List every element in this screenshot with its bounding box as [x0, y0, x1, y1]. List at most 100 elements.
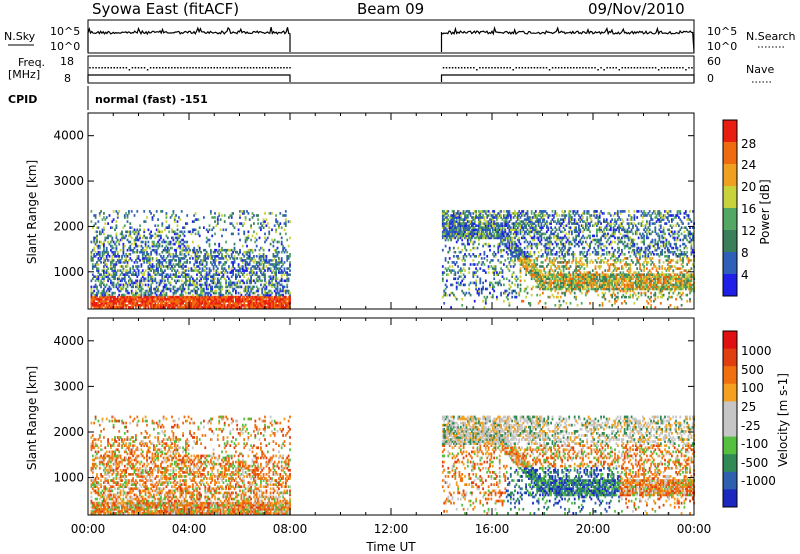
range-gate-cell: [555, 236, 558, 240]
range-gate-cell: [533, 253, 536, 256]
range-gate-cell: [196, 297, 198, 301]
range-gate-cell: [564, 285, 566, 289]
range-gate-cell: [536, 242, 539, 246]
range-gate-cell: [212, 281, 215, 285]
range-gate-cell: [576, 273, 579, 276]
range-gate-cell: [180, 285, 183, 289]
range-gate-cell: [544, 259, 547, 262]
range-gate-cell: [214, 212, 216, 215]
range-gate-cell: [169, 216, 172, 219]
range-gate-cell: [271, 302, 273, 305]
range-gate-cell: [484, 230, 487, 234]
range-gate-cell: [93, 302, 96, 305]
range-gate-cell: [97, 257, 100, 260]
nave-dot: [119, 67, 122, 69]
range-gate-cell: [194, 259, 197, 262]
range-gate-cell: [487, 265, 490, 268]
range-gate-cell: [116, 259, 119, 262]
range-gate-cell: [144, 248, 147, 252]
range-gate-cell: [493, 216, 496, 219]
range-gate-cell: [264, 261, 266, 264]
range-gate-cell: [179, 218, 182, 221]
range-gate-cell: [553, 277, 555, 281]
range-gate-cell: [225, 250, 227, 254]
range-gate-cell: [465, 222, 468, 225]
range-gate-cell: [180, 289, 183, 293]
range-gate-cell: [112, 271, 115, 274]
range-gate-cell: [540, 242, 543, 246]
range-gate-cell: [239, 275, 241, 278]
range-gate-cell: [501, 271, 504, 274]
range-gate-cell: [551, 214, 554, 217]
range-gate-cell: [583, 228, 586, 232]
range-gate-cell: [519, 248, 522, 252]
range-gate-cell: [561, 285, 564, 289]
range-gate-cell: [246, 279, 248, 283]
range-gate-cell: [287, 220, 290, 223]
range-gate-cell: [468, 271, 471, 274]
range-gate-cell: [118, 306, 121, 309]
range-gate-cell: [551, 218, 554, 221]
range-gate-cell: [539, 287, 541, 291]
range-gate-cell: [525, 259, 527, 262]
range-gate-cell: [200, 297, 202, 301]
range-gate-cell: [258, 257, 261, 260]
range-gate-cell: [210, 306, 212, 309]
range-gate-cell: [522, 220, 525, 223]
range-gate-cell: [579, 253, 582, 256]
range-gate-cell: [183, 255, 186, 258]
range-gate-cell: [100, 281, 102, 285]
range-gate-cell: [118, 259, 121, 262]
range-gate-cell: [289, 299, 291, 303]
range-gate-cell: [537, 279, 540, 283]
range-gate-cell: [157, 304, 159, 307]
range-gate-cell: [557, 261, 559, 264]
range-gate-cell: [576, 261, 579, 264]
range-gate-cell: [143, 302, 146, 305]
range-gate-cell: [144, 269, 147, 272]
range-gate-cell: [530, 273, 533, 276]
range-gate-cell: [469, 222, 472, 225]
range-gate-cell: [176, 228, 179, 232]
range-gate-cell: [166, 304, 169, 307]
range-gate-cell: [168, 304, 171, 307]
range-gate-cell: [140, 289, 143, 293]
range-gate-cell: [579, 263, 582, 266]
range-gate-cell: [275, 273, 277, 276]
range-gate-cell: [237, 297, 240, 301]
range-gate-cell: [250, 267, 252, 270]
range-gate-cell: [232, 289, 234, 293]
range-gate-cell: [143, 273, 146, 276]
range-gate-cell: [566, 273, 569, 276]
nave-dot: [246, 67, 249, 69]
range-gate-cell: [218, 304, 221, 307]
range-gate-cell: [572, 222, 575, 225]
range-gate-cell: [129, 283, 132, 287]
range-gate-cell: [104, 293, 107, 297]
range-gate-cell: [112, 283, 115, 287]
nave-dot: [204, 67, 206, 69]
range-gate-cell: [465, 236, 468, 240]
range-gate-cell: [454, 277, 457, 281]
range-gate-cell: [466, 228, 469, 232]
range-gate-cell: [244, 306, 247, 309]
range-gate-cell: [557, 232, 559, 236]
range-gate-cell: [180, 302, 183, 305]
range-gate-cell: [182, 232, 184, 236]
range-gate-cell: [189, 281, 191, 285]
range-gate-cell: [468, 291, 471, 295]
range-gate-cell: [130, 295, 133, 299]
range-gate-cell: [512, 242, 515, 246]
range-gate-cell: [247, 287, 250, 291]
range-gate-cell: [141, 275, 144, 278]
range-gate-cell: [175, 263, 177, 266]
range-gate-cell: [239, 295, 241, 299]
range-gate-cell: [528, 265, 530, 268]
range-gate-cell: [250, 302, 252, 305]
range-gate-cell: [533, 259, 536, 262]
range-gate-cell: [266, 267, 269, 270]
range-gate-cell: [118, 240, 121, 244]
range-gate-cell: [248, 250, 251, 254]
range-gate-cell: [519, 257, 522, 260]
range-gate-cell: [237, 285, 240, 289]
